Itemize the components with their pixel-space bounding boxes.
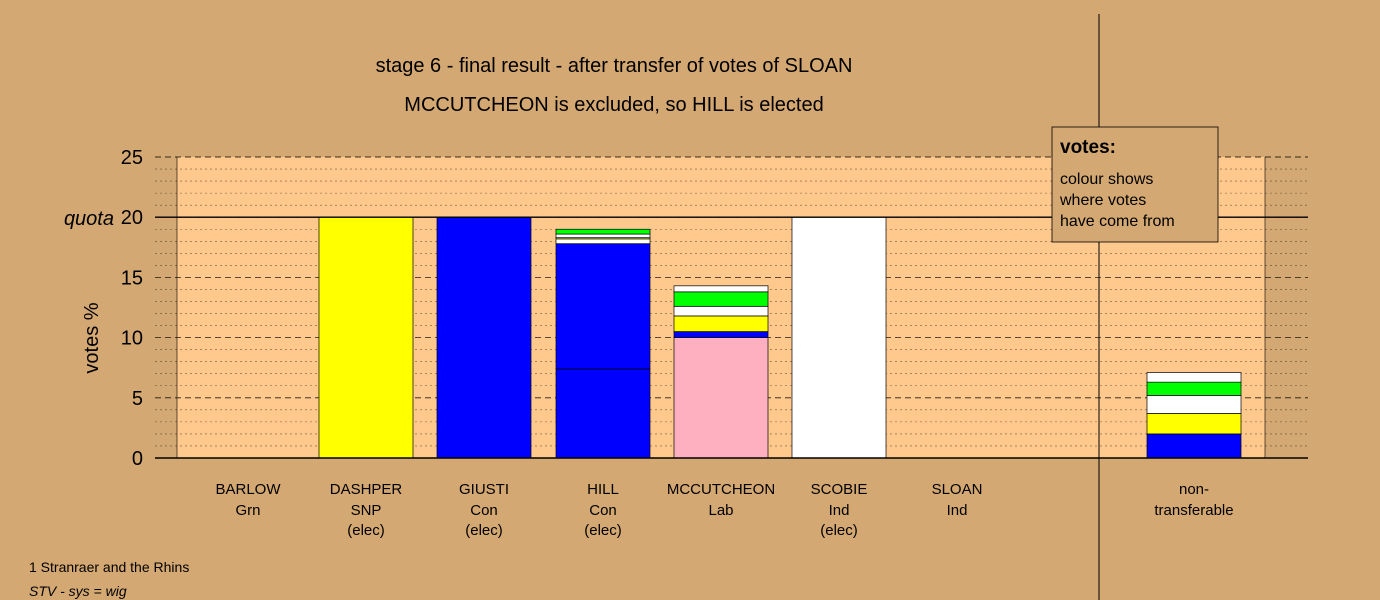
candidate-name: GIUSTI	[459, 481, 509, 498]
candidate-status: (elec)	[347, 522, 385, 539]
bar-mccutcheon-segment	[673, 291, 769, 307]
nontransferable-label: non-	[1179, 481, 1209, 498]
bar-mccutcheon-segment	[673, 285, 769, 293]
chart-title: stage 6 - final result - after transfer …	[376, 55, 853, 77]
candidate-status: (elec)	[820, 522, 858, 539]
bar-mccutcheon-segment	[673, 337, 769, 459]
candidate-party: Con	[470, 502, 498, 519]
quota-label: quota	[64, 208, 114, 230]
bar-dashper-segment	[318, 216, 414, 459]
candidate-party: Con	[589, 502, 617, 519]
bar-nontransferable-segment	[1146, 381, 1242, 396]
legend-line: where votes	[1059, 192, 1146, 209]
y-tick-label: 10	[121, 328, 143, 350]
bar-nontransferable-segment	[1146, 433, 1242, 459]
bar-nontransferable-segment	[1146, 372, 1242, 383]
bar-hill-segment	[555, 228, 651, 235]
candidate-party: Ind	[829, 502, 850, 519]
y-tick-label: 25	[121, 147, 143, 169]
y-tick-label: 20	[121, 207, 143, 229]
bar-nontransferable-segment	[1146, 413, 1242, 435]
candidate-name: MCCUTCHEON	[667, 481, 775, 498]
legend-line: have come from	[1060, 213, 1175, 230]
footnote-area: 1 Stranraer and the Rhins	[29, 559, 189, 575]
candidate-name: SCOBIE	[811, 481, 868, 498]
bar-mccutcheon-segment	[673, 331, 769, 338]
bar-mccutcheon-segment	[673, 305, 769, 317]
footnote-system: STV - sys = wig	[29, 583, 127, 599]
nontransferable-label: transferable	[1154, 502, 1233, 519]
candidate-name: BARLOW	[215, 481, 281, 498]
candidate-name: HILL	[587, 481, 619, 498]
candidate-name: DASHPER	[330, 481, 403, 498]
y-axis-label: votes %	[81, 302, 103, 373]
candidate-party: Ind	[947, 502, 968, 519]
candidate-party: SNP	[351, 502, 382, 519]
bar-giusti-segment	[436, 216, 532, 459]
legend-title: votes:	[1060, 137, 1116, 158]
candidate-name: SLOAN	[932, 481, 983, 498]
legend-box	[1051, 126, 1219, 243]
bar-hill-segment	[555, 243, 651, 370]
candidate-party: Grn	[235, 502, 260, 519]
bar-nontransferable-segment	[1146, 395, 1242, 414]
candidate-status: (elec)	[465, 522, 503, 539]
bar-hill-segment	[555, 238, 651, 245]
bar-hill-segment	[555, 368, 651, 459]
y-tick-label: 15	[121, 267, 143, 289]
y-tick-label: 5	[132, 388, 143, 410]
bar-scobie-segment	[791, 216, 887, 459]
candidate-status: (elec)	[584, 522, 622, 539]
legend-line: colour shows	[1060, 171, 1153, 188]
bar-hill-segment	[555, 233, 651, 239]
bar-mccutcheon-segment	[673, 315, 769, 332]
candidate-party: Lab	[708, 502, 733, 519]
y-tick-label: 0	[132, 448, 143, 470]
chart-subtitle: MCCUTCHEON is excluded, so HILL is elect…	[404, 94, 823, 116]
